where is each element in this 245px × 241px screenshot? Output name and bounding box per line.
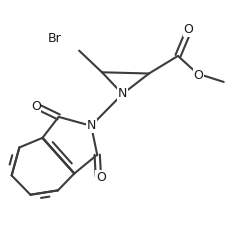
Text: Br: Br <box>48 32 62 45</box>
Text: O: O <box>96 171 106 184</box>
Text: O: O <box>184 23 194 36</box>
Text: N: N <box>86 119 96 132</box>
Text: O: O <box>194 69 203 82</box>
Text: N: N <box>118 87 127 100</box>
Text: O: O <box>31 100 41 113</box>
